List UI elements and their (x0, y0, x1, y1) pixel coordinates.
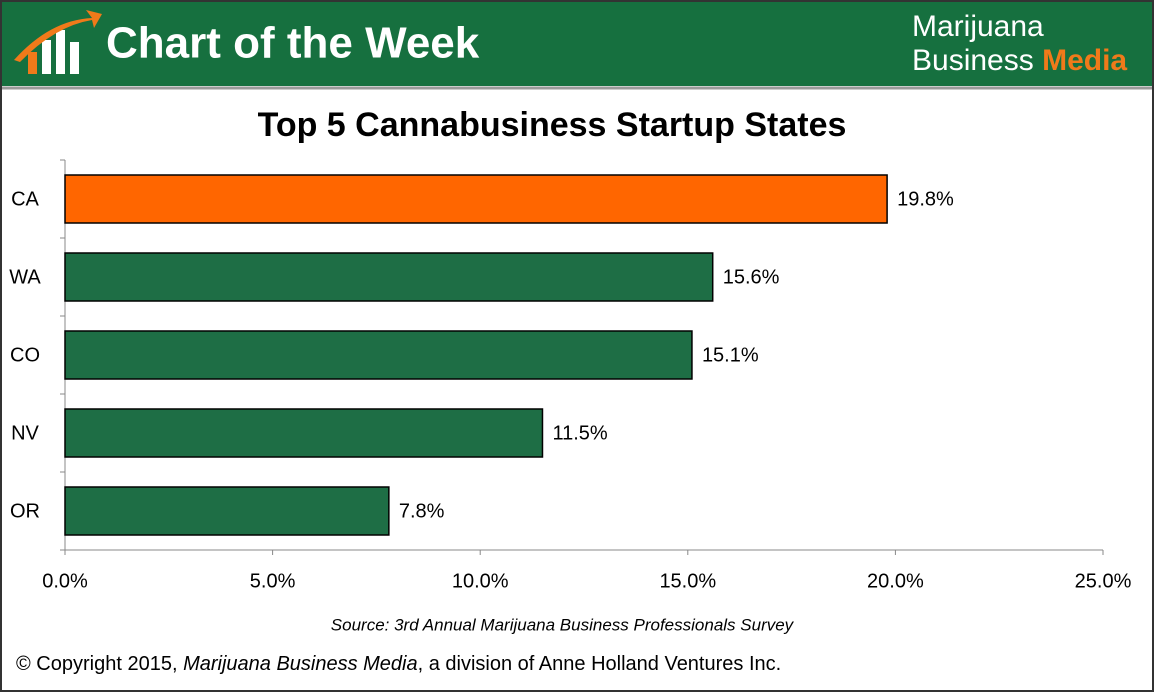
logo-bar (56, 30, 65, 74)
brand-name: Business Media (912, 44, 1127, 77)
x-tick-label: 20.0% (867, 570, 924, 592)
logo-arrow (14, 10, 102, 62)
copyright-text: Marijuana Business Media (183, 653, 418, 675)
brand-word: Media (1042, 44, 1127, 77)
value-label: 19.8% (897, 188, 954, 210)
x-tick-label: 5.0% (250, 570, 296, 592)
x-tick-label: 0.0% (42, 570, 88, 592)
value-label: 15.6% (723, 266, 780, 288)
source-note: Source: 3rd Annual Marijuana Business Pr… (331, 615, 795, 634)
logo-bar (28, 52, 37, 74)
value-label: 15.1% (702, 344, 759, 366)
y-tick-label: NV (11, 422, 39, 444)
copyright-text: © Copyright 2015, (16, 653, 183, 675)
y-tick-label: CA (11, 188, 39, 210)
y-tick-label: OR (10, 500, 40, 522)
x-tick-label: 25.0% (1075, 570, 1132, 592)
bar (64, 486, 390, 536)
copyright: © Copyright 2015, Marijuana Business Med… (16, 653, 781, 675)
bar (64, 252, 714, 302)
value-label: 7.8% (399, 500, 445, 522)
logo-bar (70, 42, 79, 74)
value-label: 11.5% (552, 422, 607, 444)
brand-name: Marijuana (912, 10, 1044, 43)
bar (64, 330, 693, 380)
bar (64, 408, 544, 458)
chart-title: Top 5 Cannabusiness Startup States (258, 106, 847, 144)
y-tick-label: CO (10, 344, 40, 366)
x-tick-label: 15.0% (659, 570, 716, 592)
header-band (0, 0, 1154, 86)
logo-icon (14, 10, 102, 74)
logo-bar (42, 40, 51, 74)
brand-word: Business (912, 44, 1034, 77)
copyright-text: , a division of Anne Holland Ventures In… (418, 653, 782, 675)
y-tick-label: WA (9, 266, 41, 288)
header-title: Chart of the Week (106, 19, 480, 68)
bar (64, 174, 888, 224)
x-tick-label: 10.0% (452, 570, 509, 592)
